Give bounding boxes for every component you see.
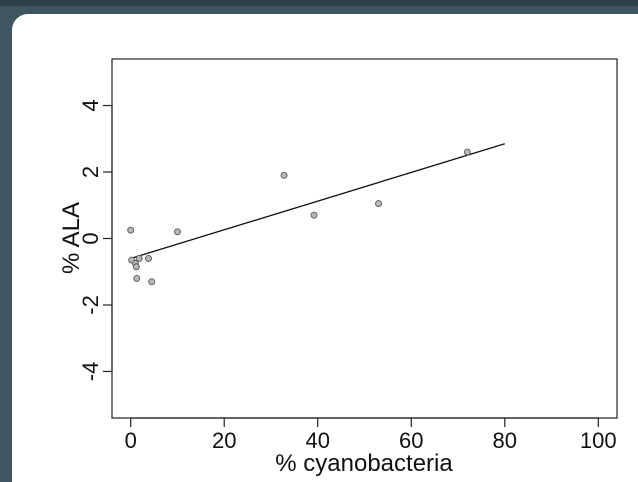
- slide-background: [12, 14, 638, 482]
- data-point: [375, 200, 382, 208]
- data-point: [133, 274, 141, 282]
- y-tick-label: -2: [78, 295, 103, 315]
- x-tick-label: 60: [399, 428, 423, 453]
- y-tick-label: 0: [78, 232, 103, 244]
- data-point: [145, 254, 152, 262]
- window-top-band: [0, 0, 638, 6]
- data-point: [280, 171, 288, 179]
- y-axis: -4 -2 0 2 4: [78, 99, 113, 382]
- y-tick-label: 2: [78, 166, 103, 178]
- y-axis-title: % ALA: [58, 202, 85, 274]
- x-tick-label: 0: [125, 428, 137, 453]
- x-tick-label: 20: [212, 428, 236, 453]
- x-tick-label: 40: [305, 428, 329, 453]
- y-tick-label: 4: [78, 99, 103, 111]
- data-point: [174, 228, 181, 236]
- x-axis: 0 20 40 60 80 100: [125, 417, 617, 453]
- x-tick-label: 80: [493, 428, 517, 453]
- data-point: [132, 263, 140, 271]
- regression-line: [130, 143, 505, 260]
- data-points: [127, 148, 471, 286]
- x-tick-label: 100: [580, 428, 617, 453]
- y-tick-label: -4: [78, 362, 103, 382]
- plot-area-frame: [111, 58, 618, 419]
- data-point: [148, 278, 156, 286]
- data-point: [135, 254, 143, 262]
- data-point: [127, 226, 135, 234]
- data-point: [463, 148, 471, 156]
- data-point: [310, 211, 318, 219]
- x-axis-title: % cyanobacteria: [275, 450, 453, 477]
- regression-line-group: [130, 143, 505, 260]
